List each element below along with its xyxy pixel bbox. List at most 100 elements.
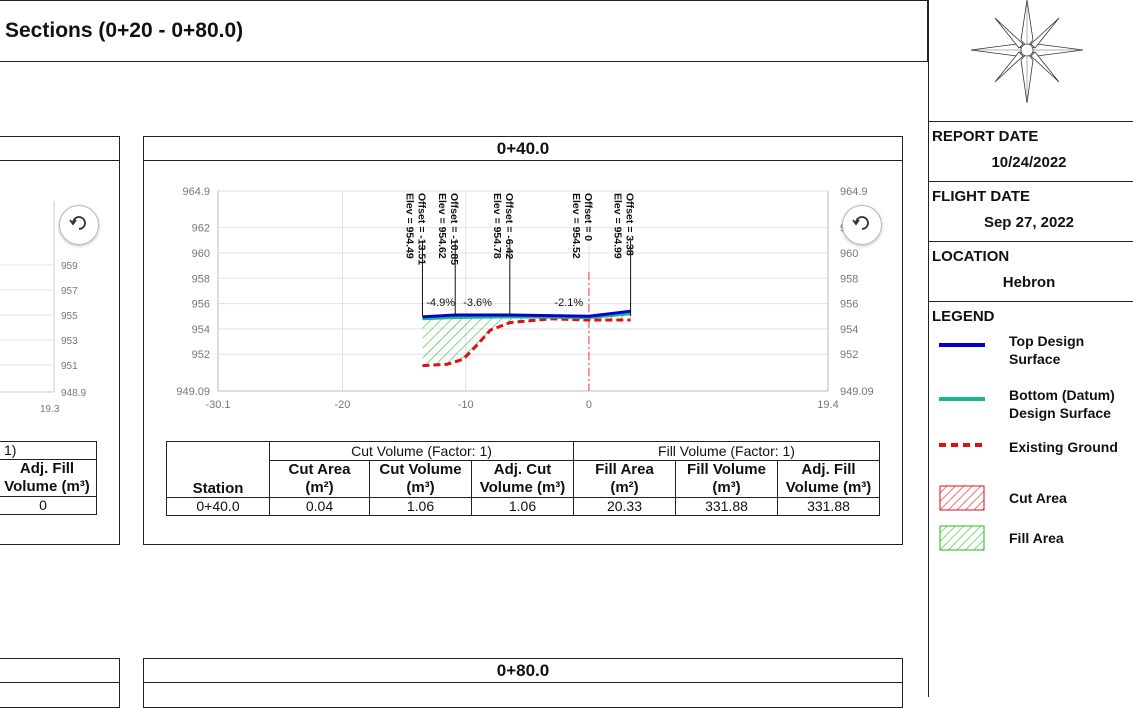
partial-ytick: 955	[61, 311, 78, 322]
y-tick-label-left: 952	[192, 349, 210, 361]
fill-hatch-icon	[939, 525, 985, 551]
elev-label: Elev = 954.62	[436, 193, 448, 259]
col-fill-volume: Fill Volume (m³)	[675, 460, 778, 498]
reset-view-button[interactable]	[59, 205, 99, 245]
fill-area	[422, 313, 631, 366]
offset-label: Offset = -10.85	[448, 193, 460, 265]
flight-date-value: Sep 27, 2022	[983, 214, 1075, 231]
partial-ytick: 953	[61, 336, 78, 347]
legend-item-bottom-design: Bottom (Datum) Design Surface	[939, 387, 1115, 421]
x-tick-label: -30.1	[205, 399, 230, 411]
section-panel-0-40: 0+40.0 964.9964.996296296096095895895695…	[143, 136, 903, 545]
slope-label: -4.9%	[426, 297, 455, 309]
col-station: Station	[192, 480, 244, 497]
x-tick-label: 19.4	[817, 399, 838, 411]
cell-adj-fill-volume: 331.88	[777, 497, 880, 516]
y-tick-label-left: 964.9	[182, 186, 210, 198]
y-tick-label-right: 964.9	[840, 186, 868, 198]
partial-chart: 959 957 955 953 951 948.9 19.3	[0, 201, 86, 415]
y-tick-label-left: 954	[192, 324, 210, 336]
reset-view-button[interactable]	[842, 205, 882, 245]
col-cut-area: Cut Area (m²)	[269, 460, 370, 498]
location-value: Hebron	[1002, 274, 1056, 291]
elev-label: Elev = 954.49	[403, 193, 415, 259]
fill-group-head: Fill Volume (Factor: 1)	[573, 441, 880, 461]
cell-cut-volume: 1.06	[369, 497, 472, 516]
partial-group-head: 1)	[0, 441, 97, 460]
undo-icon	[68, 212, 90, 239]
table-row: 0+40.0 0.04 1.06 1.06 20.33 331.88 331.8…	[166, 497, 880, 516]
partial-value: 0	[0, 496, 97, 515]
report-date-box: REPORT DATE 10/24/2022	[929, 121, 1133, 182]
elev-label: Elev = 954.52	[570, 193, 582, 259]
col-adj-cut-volume: Adj. Cut Volume (m³)	[471, 460, 574, 498]
cell-cut-area: 0.04	[269, 497, 370, 516]
partial-ytick: 959	[61, 261, 78, 272]
legend-item-cut-area: Cut Area	[939, 485, 1129, 529]
slope-label: -2.1%	[554, 297, 583, 309]
page-title: Sections (0+20 - 0+80.0)	[5, 19, 244, 42]
y-tick-label-right: 949.09	[840, 386, 874, 398]
series-bottom-design	[422, 312, 631, 321]
compass-rose-icon	[967, 0, 1087, 110]
legend-label: LEGEND	[932, 308, 995, 325]
report-date-value: 10/24/2022	[991, 154, 1067, 171]
location-label: LOCATION	[932, 248, 1010, 265]
x-tick-label: -20	[335, 399, 351, 411]
legend-box: LEGEND Top Design Surface Bottom (Datum)…	[929, 301, 1133, 697]
y-tick-label-left: 949.09	[176, 386, 210, 398]
location-box: LOCATION Hebron	[929, 241, 1133, 302]
offset-label: Offset = 0	[582, 193, 594, 241]
flight-date-box: FLIGHT DATE Sep 27, 2022	[929, 181, 1133, 242]
partial-col-head: Adj. Fill Volume (m³)	[0, 459, 97, 497]
offset-label: Offset = 3.38	[624, 193, 636, 256]
col-fill-area: Fill Area (m²)	[573, 460, 676, 498]
slope-label: -3.6%	[463, 297, 492, 309]
offset-label: Offset = -6.42	[503, 193, 515, 259]
section-panel-left-lower-partial	[0, 658, 120, 708]
partial-ytick: 951	[61, 361, 78, 372]
cell-station: 0+40.0	[166, 497, 270, 516]
cell-fill-volume: 331.88	[675, 497, 778, 516]
legend-item-existing-ground: Existing Ground	[939, 439, 1118, 455]
partial-ytick: 957	[61, 286, 78, 297]
y-tick-label-right: 960	[840, 248, 858, 260]
side-panel: REPORT DATE 10/24/2022 FLIGHT DATE Sep 2…	[928, 0, 1133, 697]
elev-label: Elev = 954.99	[612, 193, 624, 259]
section-panel-left-partial: 959 957 955 953 951 948.9 19.3 1) Adj. F…	[0, 136, 120, 545]
legend-item-fill-area: Fill Area	[939, 525, 1129, 569]
y-tick-label-left: 960	[192, 248, 210, 260]
cell-adj-cut-volume: 1.06	[471, 497, 574, 516]
cut-group-head: Cut Volume (Factor: 1)	[269, 441, 574, 461]
y-tick-label-left: 962	[192, 223, 210, 235]
title-bar: Sections (0+20 - 0+80.0)	[0, 0, 928, 62]
series-existing-ground	[422, 317, 631, 368]
section-chart: 964.9964.9962962960960958958956956954954…	[176, 186, 874, 411]
col-adj-fill-volume: Adj. Fill Volume (m³)	[777, 460, 880, 498]
section-title: 0+80.0	[144, 659, 902, 683]
partial-volume-table: 1) Adj. Fill Volume (m³) 0	[0, 441, 97, 515]
y-tick-label-right: 958	[840, 273, 858, 285]
elev-label: Elev = 954.78	[491, 193, 503, 259]
y-tick-label-right: 954	[840, 324, 858, 336]
y-tick-label-right: 956	[840, 299, 858, 311]
partial-xtick: 19.3	[40, 404, 60, 415]
y-tick-label-right: 952	[840, 349, 858, 361]
undo-icon	[851, 212, 873, 239]
cell-fill-area: 20.33	[573, 497, 676, 516]
section-title: 0+40.0	[144, 137, 902, 161]
series-top-design	[422, 309, 631, 319]
x-tick-label: 0	[586, 399, 592, 411]
flight-date-label: FLIGHT DATE	[932, 188, 1031, 205]
volume-table: Cut Volume (Factor: 1) Fill Volume (Fact…	[166, 441, 880, 516]
col-cut-volume: Cut Volume (m³)	[369, 460, 472, 498]
x-tick-label: -10	[458, 399, 474, 411]
report-date-label: REPORT DATE	[932, 128, 1039, 145]
cut-hatch-icon	[939, 485, 985, 511]
offset-label: Offset = -13.51	[415, 193, 427, 265]
y-tick-label-left: 956	[192, 299, 210, 311]
legend-item-top-design: Top Design Surface	[939, 333, 1085, 367]
section-panel-0-80: 0+80.0	[143, 658, 903, 708]
partial-ytick: 948.9	[61, 388, 86, 399]
y-tick-label-left: 958	[192, 273, 210, 285]
